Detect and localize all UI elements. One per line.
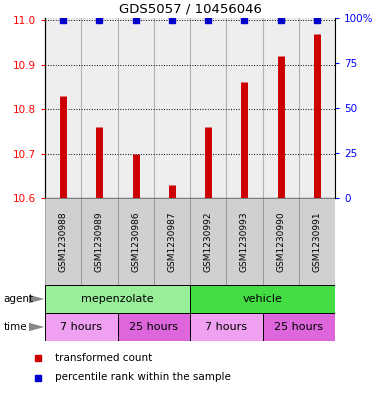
Text: time: time [4, 322, 27, 332]
Text: vehicle: vehicle [243, 294, 283, 304]
Bar [226, 198, 263, 285]
Bar [190, 285, 335, 313]
Text: GSM1230988: GSM1230988 [59, 211, 68, 272]
Text: mepenzolate: mepenzolate [81, 294, 154, 304]
Title: GDS5057 / 10456046: GDS5057 / 10456046 [119, 2, 261, 15]
Bar [299, 18, 335, 198]
Bar [117, 198, 154, 285]
Bar [263, 18, 299, 198]
Bar [226, 18, 263, 198]
Bar [117, 313, 190, 341]
Text: 25 hours: 25 hours [274, 322, 323, 332]
Text: agent: agent [4, 294, 34, 304]
Bar [45, 313, 117, 341]
Bar [190, 313, 263, 341]
Text: GSM1230987: GSM1230987 [167, 211, 176, 272]
Text: 25 hours: 25 hours [129, 322, 178, 332]
Text: GSM1230989: GSM1230989 [95, 211, 104, 272]
Text: GSM1230986: GSM1230986 [131, 211, 140, 272]
Text: 7 hours: 7 hours [205, 322, 247, 332]
Bar [117, 18, 154, 198]
Bar [45, 18, 81, 198]
Bar [45, 198, 81, 285]
Polygon shape [29, 323, 44, 331]
Text: 7 hours: 7 hours [60, 322, 102, 332]
Bar [154, 198, 190, 285]
Text: percentile rank within the sample: percentile rank within the sample [55, 373, 230, 382]
Text: GSM1230993: GSM1230993 [240, 211, 249, 272]
Text: GSM1230992: GSM1230992 [204, 211, 213, 272]
Bar [263, 198, 299, 285]
Bar [45, 285, 190, 313]
Text: GSM1230990: GSM1230990 [276, 211, 285, 272]
Text: transformed count: transformed count [55, 353, 152, 363]
Bar [154, 18, 190, 198]
Bar [190, 18, 226, 198]
Bar [190, 198, 226, 285]
Bar [81, 18, 117, 198]
Polygon shape [29, 295, 44, 303]
Bar [81, 198, 117, 285]
Bar [263, 313, 335, 341]
Text: GSM1230991: GSM1230991 [312, 211, 321, 272]
Bar [299, 198, 335, 285]
